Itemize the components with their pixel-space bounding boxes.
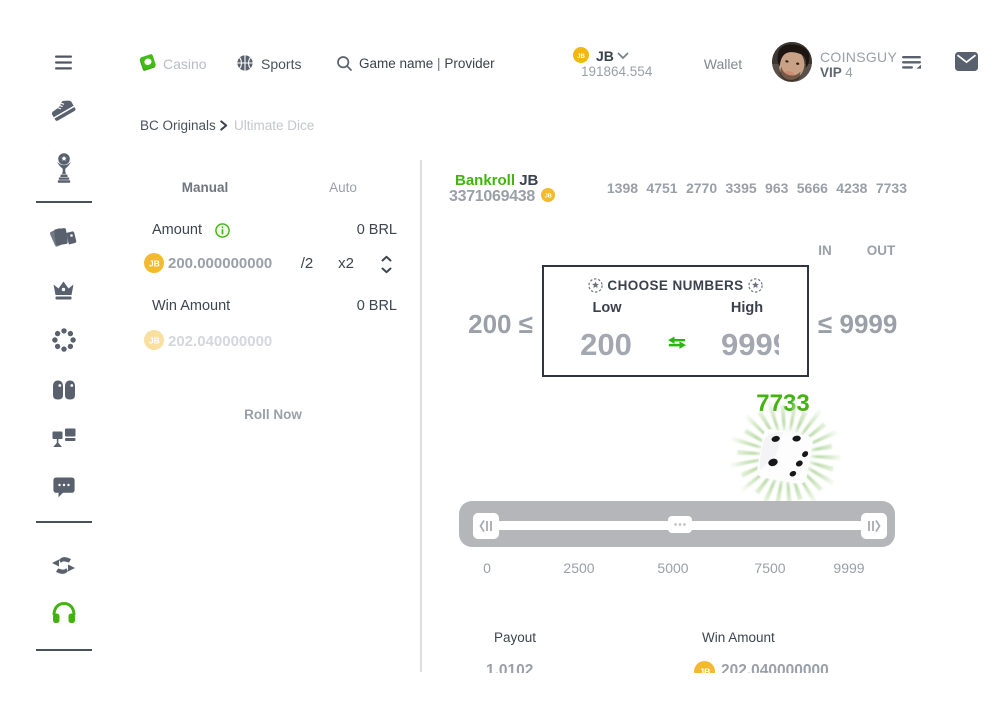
svg-text:JB: JB bbox=[545, 194, 552, 200]
svg-text:JB: JB bbox=[577, 54, 585, 60]
svg-text:JB: JB bbox=[149, 335, 160, 345]
svg-text:JB: JB bbox=[149, 258, 160, 268]
svg-text:JB: JB bbox=[699, 667, 710, 673]
